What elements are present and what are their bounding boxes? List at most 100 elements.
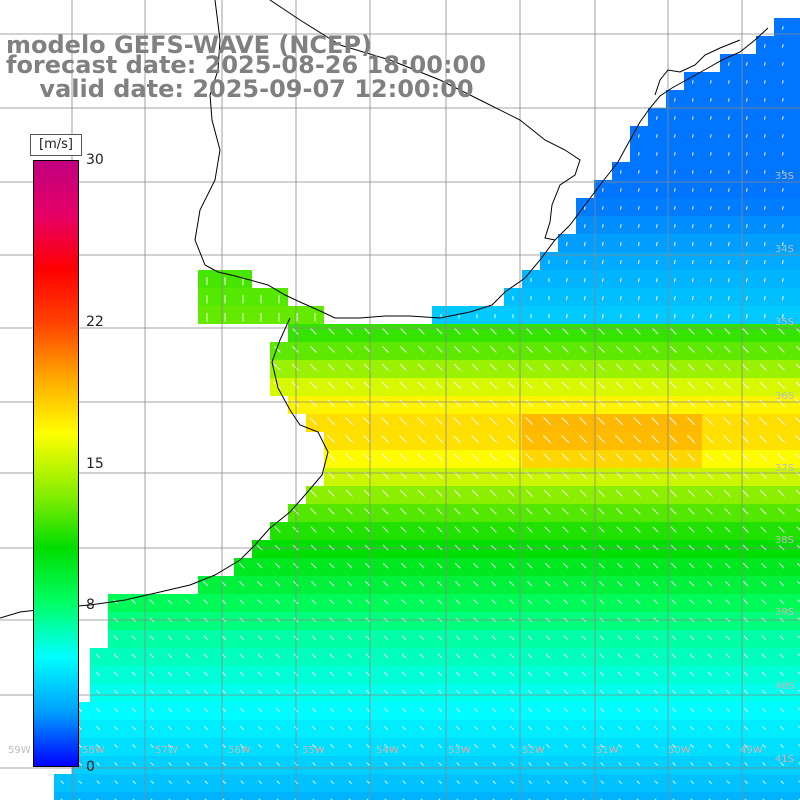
wind-arrow [363,489,371,497]
wind-arrow [795,489,800,495]
wind-arrow [692,224,694,228]
wind-arrow [364,508,371,515]
wind-arrow [562,562,569,569]
wind-arrow [724,580,731,587]
wind-arrow [764,98,766,102]
wind-arrow [706,508,713,515]
wind-arrow [651,489,659,497]
wind-arrow [114,726,119,731]
wind-arrow [96,726,101,731]
wind-arrow [113,689,119,695]
wind-arrow [728,170,730,174]
wind-arrow [420,780,425,785]
wind-arrow [474,726,479,731]
wind-arrow [778,346,785,353]
wind-arrow [597,489,605,497]
wind-arrow [78,744,83,749]
wind-arrow [708,744,713,749]
wind-arrow [692,152,694,156]
wind-arrow [723,381,731,389]
wind-speed-cell [684,792,702,800]
wind-arrow [669,453,678,462]
wind-arrow [620,313,622,319]
wind-speed-cell [792,774,800,792]
wind-arrow [544,328,551,335]
wind-arrow [472,544,479,551]
wind-arrow [582,762,587,767]
wind-arrow [724,544,731,551]
wind-arrow [455,653,461,659]
wind-arrow [150,726,155,731]
wind-speed-cell [792,180,800,198]
wind-arrow [746,295,748,301]
wind-arrow [365,689,371,695]
wind-arrow [602,188,604,192]
longitude-label: 57W [155,745,178,756]
wind-arrow [708,762,713,767]
wind-arrow [779,635,785,641]
wind-arrow [651,453,660,462]
wind-arrow [598,580,605,587]
wind-arrow [759,381,767,389]
wind-speed-cell [792,54,800,72]
wind-arrow [707,689,713,695]
wind-arrow [168,744,173,749]
wind-arrow [674,98,676,102]
wind-arrow [221,689,227,695]
wind-arrow [705,399,713,407]
wind-arrow [762,744,767,749]
wind-arrow [579,435,588,444]
wind-arrow [400,328,407,335]
wind-arrow [778,526,785,533]
wind-arrow [328,544,335,551]
wind-arrow [399,417,408,426]
wind-arrow [669,363,677,371]
wind-speed-cell [126,792,144,800]
wind-arrow [705,417,714,426]
wind-arrow [275,653,281,659]
wind-arrow [782,277,784,283]
wind-arrow [653,689,659,695]
wind-arrow [383,653,389,659]
wind-arrow [330,762,335,767]
wind-speed-cell [648,792,666,800]
wind-arrow [240,762,245,767]
wind-arrow [620,188,622,192]
wind-arrow [400,508,407,515]
wind-arrow [292,346,299,353]
wind-arrow [492,798,495,800]
wind-speed-cell [792,666,800,684]
wind-arrow [258,744,263,749]
wind-arrow [597,417,606,426]
wind-speed-cell [792,684,800,702]
wind-arrow [710,188,712,192]
wind-speed-cell [216,792,234,800]
wind-arrow [474,780,479,785]
longitude-label: 52W [522,745,545,756]
wind-arrow [599,707,605,713]
longitude-label: 50W [668,745,691,756]
wind-arrow [131,707,137,713]
wind-arrow [492,762,497,767]
wind-arrow [417,417,426,426]
wind-arrow [777,399,785,407]
wind-arrow [419,671,425,677]
wind-speed-cell [792,108,800,126]
wind-arrow [796,508,800,513]
wind-speed-cell [792,792,800,800]
wind-arrow [401,707,407,713]
wind-speed-cell [90,792,108,800]
wind-arrow [455,689,461,695]
wind-arrow [723,363,731,371]
wind-speed-cell [792,648,800,666]
wind-arrow [724,526,731,533]
wind-arrow [653,653,659,659]
wind-arrow [706,580,713,587]
wind-arrow [633,435,642,444]
wind-arrow [435,453,443,461]
wind-arrow [528,744,533,749]
wind-arrow [364,562,371,569]
wind-arrow [746,313,748,319]
wind-arrow [185,599,191,605]
wind-arrow [543,489,551,497]
